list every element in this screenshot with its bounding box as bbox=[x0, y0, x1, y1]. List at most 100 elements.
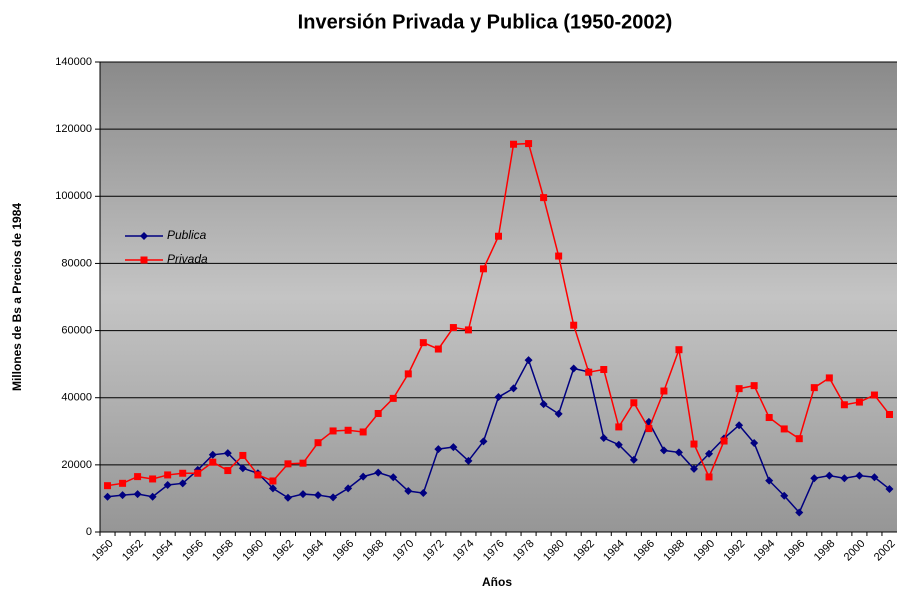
x-tick-label: 1990 bbox=[691, 538, 717, 564]
point bbox=[419, 339, 427, 347]
x-tick-label: 1970 bbox=[391, 538, 417, 564]
x-tick-label: 1996 bbox=[782, 538, 808, 564]
point bbox=[885, 411, 893, 418]
point bbox=[179, 469, 187, 477]
x-tick-label: 1994 bbox=[752, 538, 778, 564]
x-tick-label: 1974 bbox=[451, 538, 477, 564]
y-tick-label: 60000 bbox=[61, 324, 92, 336]
point bbox=[509, 384, 518, 393]
point bbox=[224, 467, 232, 475]
y-tick-label: 120000 bbox=[55, 123, 92, 135]
x-tick-label: 1960 bbox=[240, 538, 266, 564]
point bbox=[750, 439, 759, 448]
y-tick-label: 80000 bbox=[61, 257, 92, 269]
x-tick-label: 1982 bbox=[571, 538, 597, 564]
point bbox=[148, 492, 157, 501]
point bbox=[268, 484, 277, 493]
point bbox=[675, 346, 683, 354]
point bbox=[780, 491, 789, 500]
point bbox=[795, 435, 803, 443]
point bbox=[615, 423, 623, 431]
point bbox=[299, 459, 307, 467]
point bbox=[104, 482, 112, 490]
point bbox=[629, 455, 638, 464]
point bbox=[855, 398, 863, 406]
point bbox=[119, 479, 127, 487]
x-tick-label: 1984 bbox=[601, 538, 627, 564]
x-tick-label: 1978 bbox=[511, 538, 537, 564]
point bbox=[674, 448, 683, 457]
legend-label: Privada bbox=[167, 252, 208, 266]
point bbox=[284, 460, 292, 468]
point bbox=[149, 475, 157, 483]
point bbox=[554, 409, 563, 418]
point bbox=[164, 471, 172, 479]
point bbox=[599, 434, 608, 442]
point bbox=[555, 252, 563, 260]
x-tick-label: 1966 bbox=[331, 538, 357, 564]
point bbox=[885, 485, 894, 494]
point bbox=[359, 428, 367, 436]
point bbox=[569, 364, 578, 373]
x-tick-label: 1992 bbox=[721, 538, 747, 564]
point bbox=[735, 421, 744, 430]
point bbox=[269, 477, 277, 485]
x-tick-label: 1976 bbox=[481, 538, 507, 564]
point bbox=[750, 382, 758, 390]
point bbox=[464, 456, 473, 465]
point bbox=[810, 474, 819, 483]
point bbox=[344, 426, 352, 434]
point bbox=[659, 446, 668, 455]
point bbox=[705, 449, 714, 458]
point bbox=[810, 384, 818, 392]
point bbox=[344, 484, 353, 493]
x-tick-label: 1952 bbox=[120, 538, 146, 564]
point bbox=[374, 409, 382, 417]
point bbox=[449, 324, 457, 332]
x-tick-label: 1954 bbox=[150, 538, 176, 564]
point bbox=[825, 471, 834, 480]
point bbox=[464, 326, 472, 334]
point bbox=[705, 473, 713, 481]
point bbox=[840, 401, 848, 409]
point bbox=[479, 265, 487, 273]
point bbox=[374, 468, 383, 477]
x-tick-label: 1956 bbox=[180, 538, 206, 564]
point bbox=[208, 450, 217, 459]
point bbox=[765, 476, 774, 485]
y-tick-label: 40000 bbox=[61, 392, 92, 404]
point bbox=[855, 471, 864, 480]
point bbox=[614, 440, 623, 449]
point bbox=[434, 445, 443, 454]
point bbox=[524, 356, 533, 365]
point bbox=[479, 437, 488, 446]
point bbox=[525, 140, 533, 148]
point bbox=[645, 425, 653, 433]
y-tick-label: 100000 bbox=[55, 190, 92, 202]
point bbox=[329, 493, 338, 502]
point bbox=[133, 490, 142, 499]
point bbox=[163, 481, 172, 489]
point bbox=[404, 370, 412, 378]
point bbox=[299, 490, 308, 499]
point bbox=[570, 321, 578, 329]
point bbox=[600, 366, 608, 374]
y-tick-label: 140000 bbox=[55, 56, 92, 68]
point bbox=[825, 374, 833, 382]
chart-title: Inversión Privada y Publica (1950-2002) bbox=[298, 11, 673, 33]
point bbox=[795, 508, 804, 517]
point bbox=[134, 473, 142, 481]
point bbox=[329, 427, 337, 435]
point bbox=[239, 451, 247, 459]
y-tick-label: 0 bbox=[86, 526, 92, 538]
point bbox=[223, 449, 232, 458]
point bbox=[404, 487, 413, 496]
y-axis-title: Millones de Bs a Precios de 1984 bbox=[10, 203, 24, 391]
point bbox=[118, 491, 127, 500]
point bbox=[840, 474, 849, 483]
x-tick-label: 1980 bbox=[541, 538, 567, 564]
x-tick-label: 1968 bbox=[361, 538, 387, 564]
x-tick-label: 1986 bbox=[631, 538, 657, 564]
point bbox=[194, 469, 202, 477]
point bbox=[540, 194, 548, 202]
